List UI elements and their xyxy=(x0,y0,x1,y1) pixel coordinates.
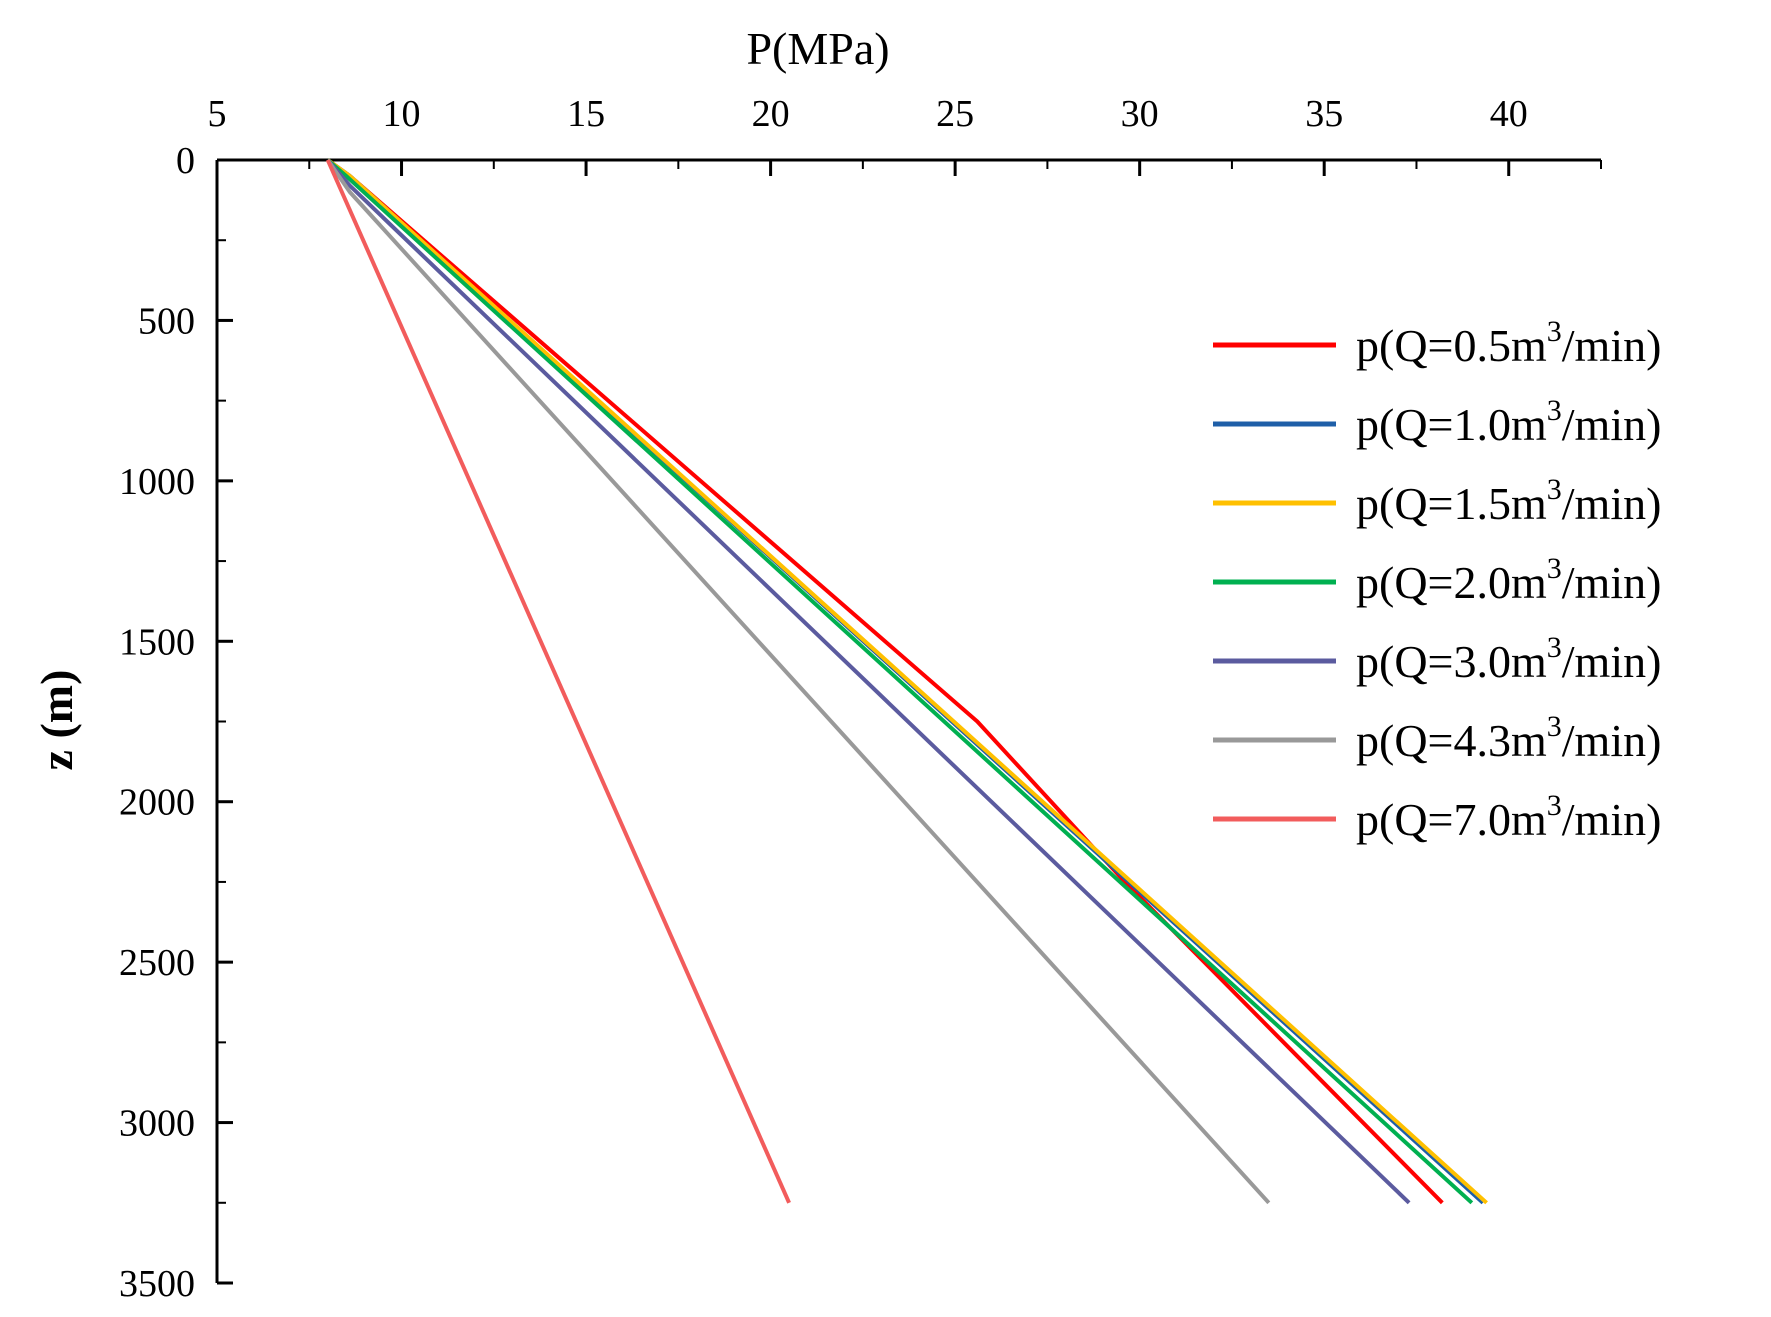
x-axis-title: P(MPa) xyxy=(746,23,889,74)
series-line-1 xyxy=(326,158,1444,1205)
x-tick-label: 15 xyxy=(567,93,605,135)
y-tick-label: 2000 xyxy=(119,782,195,824)
y-axis-title: z (m) xyxy=(31,670,82,771)
y-tick-label: 0 xyxy=(176,140,195,182)
x-tick-label: 30 xyxy=(1121,93,1159,135)
legend-label-1: p(Q=0.5m3/min) xyxy=(1356,315,1661,371)
series-line-7 xyxy=(325,159,791,1204)
x-tick-label: 25 xyxy=(936,93,974,135)
y-tick-label: 1000 xyxy=(119,461,195,503)
y-tick-label: 2500 xyxy=(119,942,195,984)
legend-label-5: p(Q=3.0m3/min) xyxy=(1356,631,1661,687)
legend-label-4: p(Q=2.0m3/min) xyxy=(1356,552,1661,608)
legend: p(Q=0.5m3/min) p(Q=1.0m3/min) p(Q=1.5m3/mi… xyxy=(1213,315,1661,845)
legend-label-3: p(Q=1.5m3/min) xyxy=(1356,473,1661,529)
x-tick-label: 10 xyxy=(383,93,421,135)
axes: 5 10 15 20 25 30 35 40 0 500 1000 1500 2000 2500 3000 3… xyxy=(119,93,1602,1305)
legend-label-6: p(Q=4.3m3/min) xyxy=(1356,710,1661,766)
series-line-6 xyxy=(326,158,1271,1205)
y-tick-label: 3000 xyxy=(119,1103,195,1145)
x-tick-label: 5 xyxy=(208,93,227,135)
y-tick-label: 1500 xyxy=(119,621,195,663)
series-line-4 xyxy=(326,158,1474,1205)
series-lines xyxy=(325,158,1488,1205)
x-tick-label: 20 xyxy=(752,93,790,135)
x-tick-label: 35 xyxy=(1305,93,1343,135)
x-tick-label: 40 xyxy=(1490,93,1528,135)
series-line-5 xyxy=(326,158,1411,1205)
y-tick-label: 3500 xyxy=(119,1263,195,1305)
y-tick-label: 500 xyxy=(138,300,195,342)
legend-label-7: p(Q=7.0m3/min) xyxy=(1356,789,1661,845)
legend-label-2: p(Q=1.0m3/min) xyxy=(1356,394,1661,450)
